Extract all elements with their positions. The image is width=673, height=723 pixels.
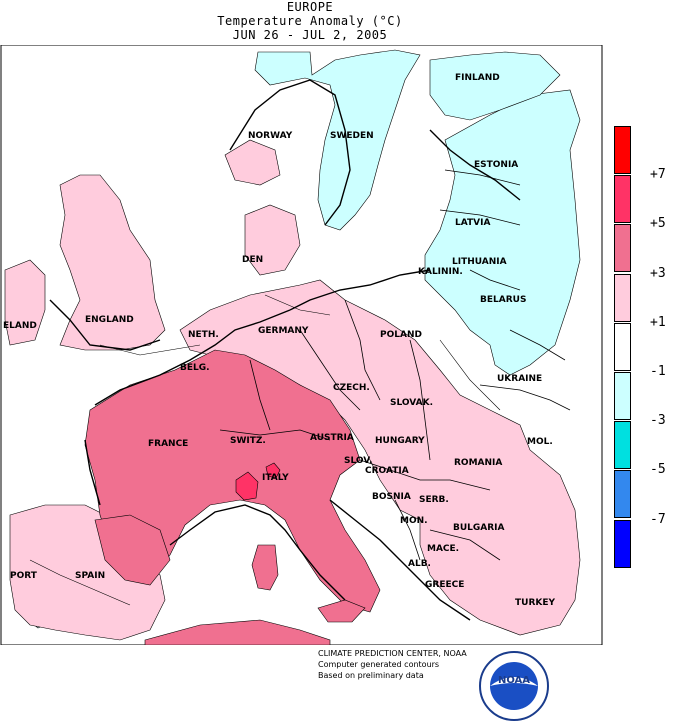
label-latvia: LATVIA bbox=[455, 218, 490, 228]
map-title-period: JUN 26 - JUL 2, 2005 bbox=[232, 28, 388, 42]
legend-swatch bbox=[614, 470, 631, 519]
anomaly-cool-scandinavia bbox=[254, 49, 421, 231]
coastlines bbox=[49, 79, 521, 621]
contour-lines bbox=[29, 294, 501, 606]
label-norway: NORWAY bbox=[248, 131, 293, 141]
anomaly-cool-baltic bbox=[424, 89, 581, 376]
anomaly-warm-ireland bbox=[4, 259, 46, 346]
legend-tick-label: -5 bbox=[650, 462, 666, 478]
legend-tick-label: -1 bbox=[650, 364, 666, 379]
label-mol: MOL. bbox=[527, 437, 553, 447]
label-alb: ALB. bbox=[408, 559, 431, 569]
label-kalinin: KALININ. bbox=[418, 267, 463, 277]
legend-swatch bbox=[614, 372, 631, 420]
credits-block: CLIMATE PREDICTION CENTER, NOAA Computer… bbox=[318, 648, 467, 681]
anomaly-hot-sardinia bbox=[251, 544, 279, 591]
label-bulgaria: BULGARIA bbox=[453, 523, 505, 533]
anomaly-peak-alps bbox=[235, 471, 259, 501]
legend-swatch bbox=[614, 224, 631, 273]
anomaly-warm-denmark bbox=[244, 204, 301, 276]
label-bosnia: BOSNIA bbox=[372, 492, 411, 502]
label-england: ENGLAND bbox=[85, 315, 134, 325]
anomaly-hot-sicily bbox=[317, 599, 366, 623]
label-austria: AUSTRIA bbox=[310, 433, 354, 443]
credits-line-2: Computer generated contours bbox=[318, 660, 440, 669]
label-france: FRANCE bbox=[148, 439, 188, 449]
anomaly-map: FINLAND NORWAY SWEDEN ESTONIA LATVIA LIT… bbox=[0, 45, 603, 645]
label-finland: FINLAND bbox=[455, 73, 500, 83]
legend-swatch bbox=[614, 126, 631, 174]
credits-line-1: CLIMATE PREDICTION CENTER, NOAA bbox=[318, 649, 467, 658]
label-ireland: ELAND bbox=[3, 321, 37, 331]
label-port: PORT bbox=[10, 571, 38, 581]
label-slov: SLOV. bbox=[344, 456, 373, 466]
label-den: DEN bbox=[242, 255, 263, 265]
label-croatia: CROATIA bbox=[365, 466, 409, 476]
legend-swatch bbox=[614, 322, 631, 371]
anomaly-peak-italy-north bbox=[265, 462, 281, 479]
label-sweden: SWEDEN bbox=[330, 131, 374, 141]
label-poland: POLAND bbox=[380, 330, 422, 340]
legend-tick-label: -7 bbox=[650, 511, 666, 527]
label-hungary: HUNGARY bbox=[375, 436, 425, 446]
label-ukraine: UKRAINE bbox=[497, 374, 542, 384]
label-serb: SERB. bbox=[419, 495, 449, 505]
label-estonia: ESTONIA bbox=[474, 160, 518, 170]
country-borders bbox=[219, 169, 571, 561]
noaa-logo-text: NOAA bbox=[498, 675, 530, 686]
legend-tick-label: +5 bbox=[650, 216, 666, 232]
label-belarus: BELARUS bbox=[480, 295, 526, 305]
label-turkey: TURKEY bbox=[515, 598, 555, 608]
map-title-variable: Temperature Anomaly (°C) bbox=[217, 14, 403, 28]
legend-swatch bbox=[614, 519, 631, 568]
noaa-logo-icon: NOAA bbox=[479, 651, 549, 721]
legend-tick-label: +3 bbox=[650, 265, 666, 281]
label-czech: CZECH. bbox=[333, 383, 370, 393]
legend-tick-label: +7 bbox=[650, 167, 666, 183]
map-title-block: EUROPE Temperature Anomaly (°C) JUN 26 -… bbox=[0, 0, 620, 42]
credits-line-3: Based on preliminary data bbox=[318, 671, 424, 680]
anomaly-hot-spain-east bbox=[94, 514, 171, 586]
label-mon: MON. bbox=[400, 516, 428, 526]
label-neth: NETH. bbox=[188, 330, 219, 340]
label-romania: ROMANIA bbox=[454, 458, 502, 468]
anomaly-hot-south-strip bbox=[144, 619, 331, 645]
label-italy: ITALY bbox=[262, 473, 289, 483]
label-slovak: SLOVAK. bbox=[390, 398, 433, 408]
legend-swatch bbox=[614, 273, 631, 322]
label-belg: BELG. bbox=[180, 363, 210, 373]
legend-swatch bbox=[614, 175, 631, 224]
legend-tick-label: -3 bbox=[650, 413, 666, 429]
map-title-region: EUROPE bbox=[286, 0, 334, 14]
label-greece: GREECE bbox=[425, 580, 464, 590]
label-switz: SWITZ. bbox=[230, 436, 266, 446]
anomaly-warm-britain bbox=[59, 174, 166, 351]
label-germany: GERMANY bbox=[258, 326, 309, 336]
legend-tick-label: +1 bbox=[650, 314, 666, 330]
label-mace: MACE. bbox=[427, 544, 459, 554]
legend-swatch bbox=[614, 421, 631, 470]
anomaly-warm-norway-coast bbox=[224, 139, 281, 186]
label-lithuania: LITHUANIA bbox=[452, 257, 507, 267]
label-spain: SPAIN bbox=[75, 571, 105, 581]
anomaly-cool-finland bbox=[429, 51, 561, 121]
